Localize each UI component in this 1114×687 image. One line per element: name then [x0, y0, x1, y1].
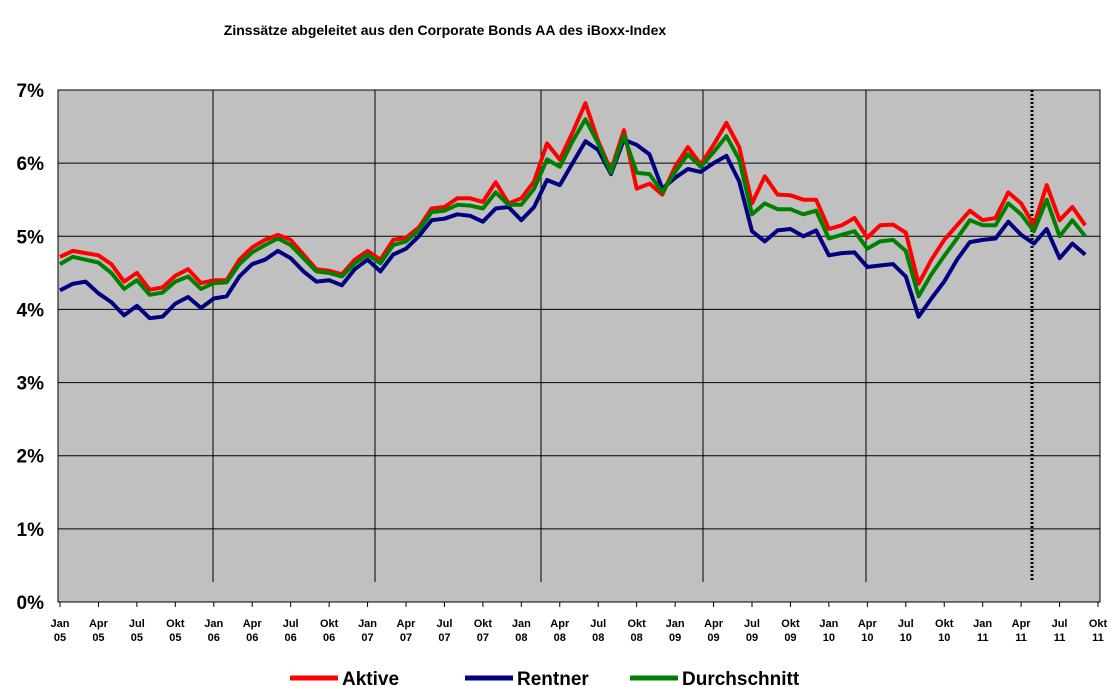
y-tick-label: 3%	[17, 374, 45, 395]
line-series	[59, 117, 1087, 299]
x-tick-label: 09	[707, 632, 719, 644]
plot-border	[57, 89, 1101, 603]
legend-label: Durchschnitt	[682, 669, 800, 687]
x-tick-label: Okt	[781, 618, 800, 630]
y-tick-label: 7%	[17, 81, 45, 102]
x-tick-label: 10	[900, 632, 912, 644]
x-tick-label: 09	[784, 632, 796, 644]
legend-label: Rentner	[517, 669, 589, 687]
x-tick-label: 11	[1054, 632, 1066, 644]
x-tick-label: 10	[938, 632, 950, 644]
legend-label: Aktive	[342, 669, 399, 687]
x-tick-label: 10	[861, 632, 873, 644]
x-tick-label: Jan	[666, 618, 685, 630]
x-tick-label: 08	[592, 632, 604, 644]
x-tick-label: Jul	[898, 618, 914, 630]
y-tick-label: 5%	[17, 227, 45, 248]
x-tick-label: Jul	[1052, 618, 1068, 630]
x-tick-label: 09	[746, 632, 758, 644]
x-tick-label: Jan	[358, 618, 377, 630]
x-tick-label: 05	[169, 632, 181, 644]
y-tick-label: 2%	[17, 447, 45, 468]
x-tick-label: Apr	[550, 618, 570, 630]
x-tick-label: Jan	[51, 618, 70, 630]
x-tick-label: Okt	[627, 618, 646, 630]
x-tick-label: Jan	[204, 618, 223, 630]
x-tick-label: 08	[515, 632, 527, 644]
x-tick-label: 07	[400, 632, 412, 644]
x-tick-label: 07	[477, 632, 489, 644]
x-tick-label: 08	[631, 632, 643, 644]
x-tick-label: 05	[131, 632, 143, 644]
line-series	[59, 137, 1087, 321]
x-tick-label: Okt	[1089, 618, 1108, 630]
x-tick-label: 05	[92, 632, 104, 644]
x-tick-label: 08	[554, 632, 566, 644]
x-tick-label: 11	[1092, 632, 1104, 644]
x-tick-label: Apr	[397, 618, 417, 630]
x-tick-label: 07	[438, 632, 450, 644]
x-tick-label: Jul	[744, 618, 760, 630]
plot-area	[58, 90, 1100, 602]
x-tick-label: 11	[977, 632, 989, 644]
x-tick-label: Jan	[819, 618, 838, 630]
x-tick-label: Jan	[973, 618, 992, 630]
y-tick-label: 6%	[17, 154, 45, 175]
y-tick-label: 4%	[17, 300, 45, 321]
x-tick-label: 09	[669, 632, 681, 644]
x-tick-label: Apr	[704, 618, 724, 630]
x-tick-label: 06	[285, 632, 297, 644]
x-tick-label: 06	[208, 632, 220, 644]
x-tick-label: Apr	[1012, 618, 1032, 630]
x-tick-label: Jul	[283, 618, 299, 630]
x-tick-label: 07	[361, 632, 373, 644]
x-tick-label: 05	[54, 632, 66, 644]
x-tick-label: Jul	[590, 618, 606, 630]
x-tick-label: 06	[246, 632, 258, 644]
x-tick-label: Okt	[474, 618, 493, 630]
x-tick-label: Okt	[320, 618, 339, 630]
x-tick-label: Apr	[243, 618, 263, 630]
x-tick-label: 06	[323, 632, 335, 644]
x-tick-label: Apr	[858, 618, 878, 630]
chart-title: Zinssätze abgeleitet aus den Corporate B…	[224, 22, 667, 38]
y-tick-label: 1%	[17, 520, 45, 541]
x-tick-label: 10	[823, 632, 835, 644]
y-tick-label: 0%	[17, 593, 45, 614]
x-tick-label: 11	[1015, 632, 1027, 644]
x-tick-label: Jul	[436, 618, 452, 630]
x-tick-label: Okt	[935, 618, 954, 630]
x-tick-label: Apr	[89, 618, 109, 630]
x-tick-label: Jul	[129, 618, 145, 630]
x-tick-label: Jan	[512, 618, 531, 630]
x-tick-label: Okt	[166, 618, 185, 630]
